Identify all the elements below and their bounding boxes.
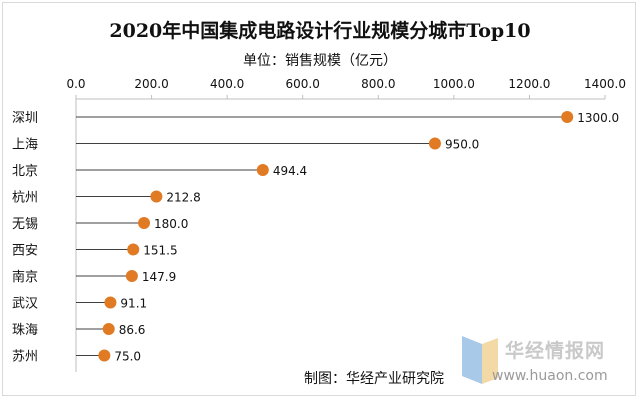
category-label: 杭州 [12, 191, 38, 206]
category-label: 武汉 [12, 297, 38, 312]
data-label: 494.4 [273, 164, 307, 178]
x-tick-label: 800.0 [361, 77, 395, 91]
data-label: 91.1 [120, 297, 147, 311]
chart-frame [2, 2, 636, 396]
category-label: 苏州 [12, 349, 38, 365]
x-tick-label: 0.0 [66, 77, 85, 91]
data-point [561, 111, 574, 123]
data-label: 212.8 [166, 191, 200, 205]
watermark-name: 华经情报网 [505, 340, 606, 362]
huaon-logo-icon [462, 336, 498, 384]
data-point [102, 323, 115, 335]
chart-title: 2020年中国集成电路设计行业规模分城市Top10 [109, 20, 531, 42]
data-label: 151.5 [143, 244, 177, 258]
category-label: 南京 [12, 269, 38, 285]
data-point [98, 349, 111, 362]
category-label: 西安 [12, 244, 38, 259]
x-tick-label: 200.0 [134, 77, 168, 91]
data-point [125, 270, 138, 282]
x-tick-label: 400.0 [210, 77, 244, 91]
watermark-url: www.huaon.com [492, 368, 608, 384]
data-point [428, 137, 441, 150]
data-point [104, 296, 117, 309]
x-tick-label: 1400.0 [584, 77, 626, 91]
category-label: 珠海 [12, 323, 38, 338]
category-label: 无锡 [12, 217, 38, 232]
data-point [138, 217, 151, 229]
category-label: 深圳 [12, 111, 38, 126]
data-label: 950.0 [445, 138, 479, 152]
data-label: 147.9 [142, 270, 176, 284]
source-note: 制图：华经产业研究院 [304, 371, 444, 387]
category-label: 上海 [12, 138, 38, 153]
data-point [127, 243, 140, 256]
category-label: 北京 [12, 164, 38, 179]
x-tick-label: 1000.0 [433, 77, 475, 91]
data-label: 180.0 [154, 217, 188, 231]
data-label: 86.6 [119, 323, 146, 337]
data-label: 75.0 [114, 350, 141, 364]
data-point [150, 190, 163, 203]
x-tick-label: 600.0 [286, 77, 320, 91]
x-tick-label: 1200.0 [508, 77, 550, 91]
data-point [256, 164, 269, 176]
chart-subtitle: 单位：销售规模（亿元） [243, 53, 397, 69]
data-label: 1300.0 [577, 111, 619, 125]
